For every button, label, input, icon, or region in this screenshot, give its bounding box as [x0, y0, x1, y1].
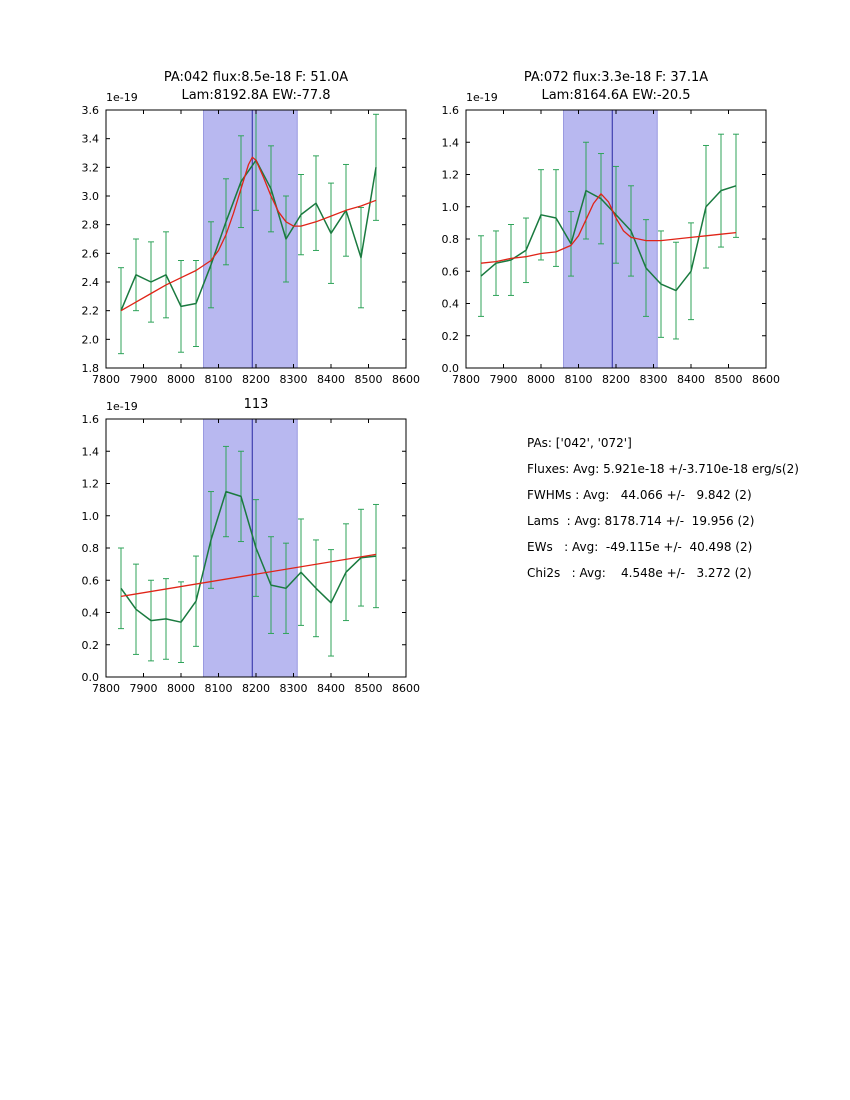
- y-tick-label: 0.2: [442, 330, 460, 343]
- chart-pa042: 7800 7900 8000 8100 8200 8300 8400 8500 8600 1.8 2…: [46, 66, 426, 396]
- x-tick-label: 8400: [317, 682, 345, 695]
- x-tick-label: 8200: [602, 373, 630, 386]
- y-axis-offset-label: 1e-19: [106, 91, 138, 104]
- chart-title: 113: [244, 397, 269, 412]
- x-tick-label: 8300: [280, 373, 308, 386]
- y-tick-label: 3.4: [82, 133, 100, 146]
- x-tick-label: 8400: [317, 373, 345, 386]
- y-tick-label: 2.2: [82, 305, 100, 318]
- x-tick-label: 8300: [280, 682, 308, 695]
- highlight-band: [203, 109, 298, 369]
- y-tick-label: 1.0: [442, 201, 460, 214]
- x-tick-label: 8100: [565, 373, 593, 386]
- x-tick-label: 7800: [92, 373, 120, 386]
- x-tick-label: 8500: [355, 682, 383, 695]
- series-spectrum: [120, 159, 377, 311]
- x-tick-label: 8600: [392, 373, 420, 386]
- x-tick-label: 8000: [167, 373, 195, 386]
- y-axis-offset-label: 1e-19: [466, 91, 498, 104]
- y-tick-label: 0.6: [82, 574, 100, 587]
- x-tick-label: 8500: [715, 373, 743, 386]
- x-tick-label: 8000: [167, 682, 195, 695]
- x-tick-label: 7800: [452, 373, 480, 386]
- chart-pa042-svg: 7800 7900 8000 8100 8200 8300 8400 8500 8600 1.8 2…: [82, 70, 421, 386]
- chart-coadd-113: 7800 7900 8000 8100 8200 8300 8400 8500 8600 0.0 0…: [46, 375, 426, 705]
- stats-line-chi2s: Chi2s : Avg: 4.548e +/- 3.272 (2): [527, 566, 752, 580]
- y-axis-offset-label: 1e-19: [106, 400, 138, 413]
- y-tick-label: 1.2: [442, 169, 460, 182]
- series-fit: [120, 156, 377, 312]
- x-tick-label: 8600: [392, 682, 420, 695]
- chart-pa072-svg: 7800 7900 8000 8100 8200 8300 8400 8500 8600 0.0 0…: [442, 70, 781, 386]
- stats-line-ews: EWs : Avg: -49.115e +/- 40.498 (2): [527, 540, 753, 554]
- x-tick-label: 7900: [490, 373, 518, 386]
- series-fit: [120, 553, 377, 598]
- y-tick-label: 0.2: [82, 639, 100, 652]
- y-tick-label: 0.0: [442, 362, 460, 375]
- y-tick-label: 1.6: [82, 413, 100, 426]
- y-tick-label: 3.6: [82, 104, 100, 117]
- chart-title: PA:042 flux:8.5e-18 F: 51.0A: [164, 70, 348, 85]
- y-tick-label: 2.6: [82, 247, 100, 260]
- chart-title: PA:072 flux:3.3e-18 F: 37.1A: [524, 70, 708, 85]
- x-tick-label: 8100: [205, 373, 233, 386]
- y-tick-label: 1.6: [442, 104, 460, 117]
- y-tick-label: 0.6: [442, 265, 460, 278]
- y-tick-label: 0.8: [82, 542, 100, 555]
- y-tick-label: 2.0: [82, 333, 100, 346]
- chart-pa072: 7800 7900 8000 8100 8200 8300 8400 8500 8600 0.0 0…: [406, 66, 786, 396]
- y-tick-label: 3.0: [82, 190, 100, 203]
- y-tick-label: 1.2: [82, 478, 100, 491]
- x-tick-label: 7900: [130, 682, 158, 695]
- x-tick-label: 8300: [640, 373, 668, 386]
- series-spectrum: [480, 185, 737, 292]
- y-tick-label: 2.4: [82, 276, 100, 289]
- highlight-band: [563, 109, 658, 369]
- x-tick-label: 8000: [527, 373, 555, 386]
- y-tick-label: 0.4: [442, 298, 460, 311]
- x-tick-label: 8200: [242, 373, 270, 386]
- stats-line-pas: PAs: ['042', '072']: [527, 436, 632, 450]
- series-spectrum: [120, 490, 377, 623]
- x-tick-label: 7900: [130, 373, 158, 386]
- y-tick-label: 3.2: [82, 161, 100, 174]
- y-tick-label: 1.8: [82, 362, 100, 375]
- stats-line-fluxes: Fluxes: Avg: 5.921e-18 +/-3.710e-18 erg/…: [527, 462, 799, 476]
- stats-line-lams: Lams : Avg: 8178.714 +/- 19.956 (2): [527, 514, 755, 528]
- x-tick-label: 8100: [205, 682, 233, 695]
- y-tick-label: 0.4: [82, 607, 100, 620]
- y-tick-label: 1.4: [442, 136, 460, 149]
- x-tick-label: 8600: [752, 373, 780, 386]
- y-tick-label: 1.4: [82, 445, 100, 458]
- chart-title: Lam:8164.6A EW:-20.5: [541, 88, 690, 103]
- series-fit: [480, 193, 737, 264]
- stats-panel: PAs: ['042', '072'] Fluxes: Avg: 5.921e-…: [527, 430, 799, 586]
- y-tick-label: 1.0: [82, 510, 100, 523]
- stats-line-fwhms: FWHMs : Avg: 44.066 +/- 9.842 (2): [527, 488, 752, 502]
- y-tick-label: 2.8: [82, 219, 100, 232]
- highlight-band: [203, 418, 298, 678]
- y-tick-label: 0.8: [442, 233, 460, 246]
- x-tick-label: 8400: [677, 373, 705, 386]
- y-tick-label: 0.0: [82, 671, 100, 684]
- x-tick-label: 7800: [92, 682, 120, 695]
- chart-coadd-113-svg: 7800 7900 8000 8100 8200 8300 8400 8500 8600 0.0 0…: [82, 397, 421, 695]
- x-tick-label: 8500: [355, 373, 383, 386]
- chart-title: Lam:8192.8A EW:-77.8: [181, 88, 330, 103]
- x-tick-label: 8200: [242, 682, 270, 695]
